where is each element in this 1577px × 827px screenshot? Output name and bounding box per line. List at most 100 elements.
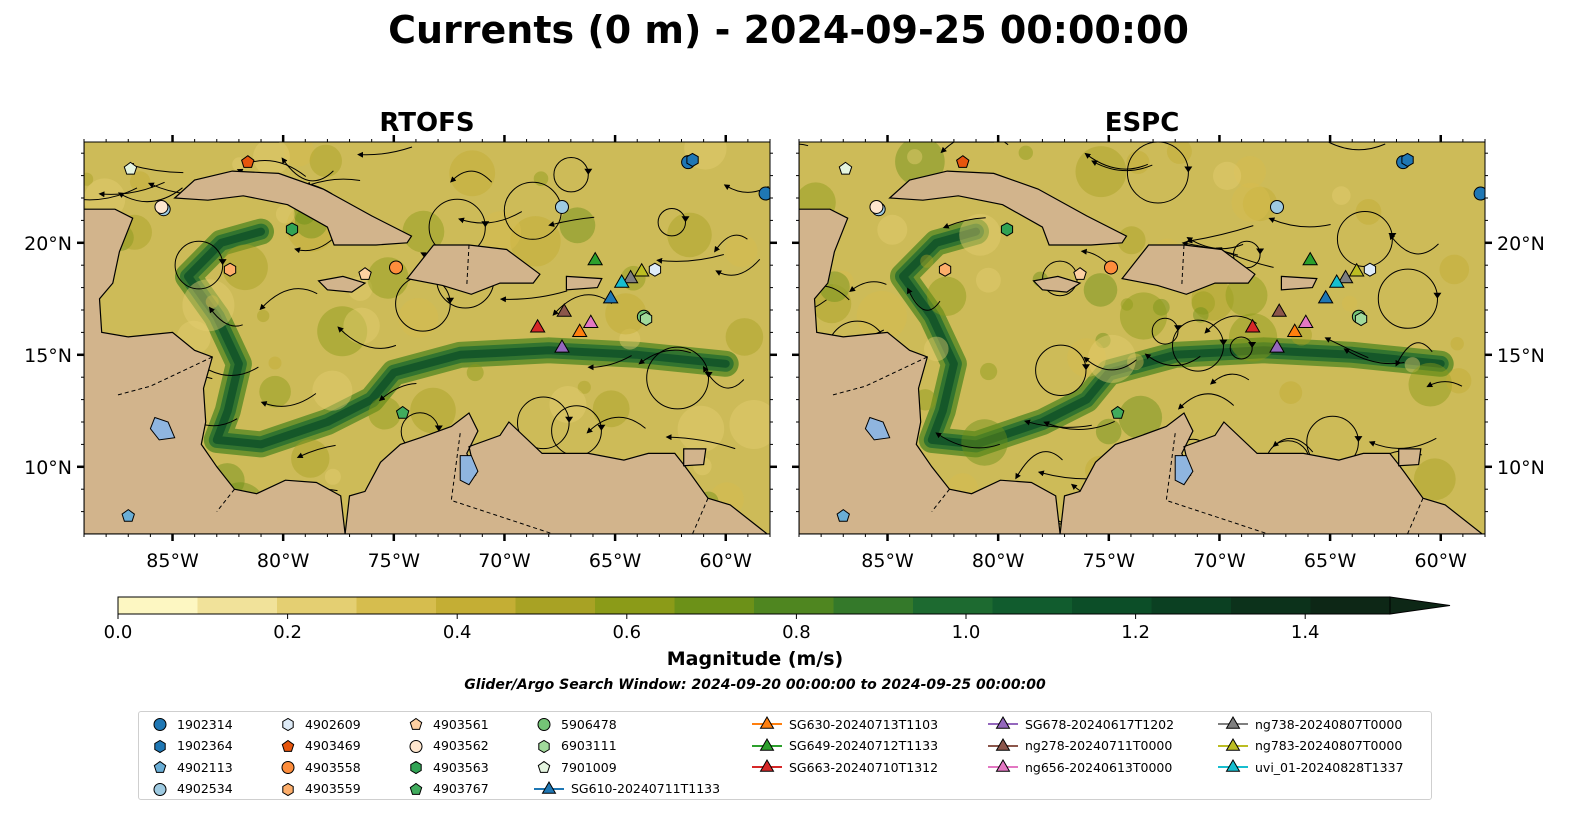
landmass xyxy=(799,142,1061,534)
streamline xyxy=(1144,353,1201,367)
legend-label: 7901009 xyxy=(561,759,617,775)
speed-patch xyxy=(284,142,315,167)
streamline xyxy=(586,416,646,434)
streamline xyxy=(940,142,1009,154)
streamline xyxy=(1015,451,1063,480)
map-panel-rtofs: 85°W 80°W 75°W 70°W 65°W 60°W 20°N 15°N 10°N xyxy=(24,135,777,572)
speed-patch xyxy=(1193,307,1209,323)
legend-circle-icon xyxy=(153,718,167,731)
eddy-arrow xyxy=(446,297,455,304)
marker-uvi_01-20240828T1337 xyxy=(1328,274,1345,288)
eddy-streamline xyxy=(1172,319,1224,372)
speed-patch xyxy=(961,419,1008,466)
marker-ng278-20240711T0000 xyxy=(1271,303,1288,317)
legend-pentagon-icon xyxy=(281,739,295,752)
lake xyxy=(149,416,176,441)
streamline xyxy=(1186,225,1254,244)
legend-item: SG610-20240711T1133 xyxy=(533,779,720,799)
colorbar-segment xyxy=(436,597,516,614)
map-figure: 85°W 80°W 75°W 70°W 65°W 60°W20°N15°N10°N85°W… xyxy=(24,135,1545,572)
speed-patch xyxy=(729,400,770,449)
streamline xyxy=(304,178,361,188)
speed-patch xyxy=(312,370,353,411)
legend-triangle-icon xyxy=(988,716,1018,729)
legend-item: 1902314 xyxy=(149,714,233,734)
streamline xyxy=(1426,381,1463,388)
landmass xyxy=(1398,448,1422,467)
marker-4903562 xyxy=(154,199,169,214)
legend-item: SG649-20240712T1133 xyxy=(751,736,938,756)
marker-4903767 xyxy=(395,405,410,419)
speed-patch xyxy=(577,380,591,394)
marker-SG678-20240617T1202 xyxy=(1269,339,1285,353)
colorbar-segment xyxy=(913,597,993,614)
legend-item: 5906478 xyxy=(533,714,617,734)
legend-label: SG663-20240710T1312 xyxy=(789,759,939,775)
colorbar-segment xyxy=(277,597,357,614)
lon-tick-label: 70°W xyxy=(1193,550,1246,572)
legend-marker xyxy=(153,760,167,773)
streamline xyxy=(1395,342,1433,367)
legend-pentagon-icon xyxy=(409,717,423,730)
speed-patch xyxy=(1095,418,1122,445)
country-border xyxy=(117,356,213,396)
colorbar-tick-label: 1.0 xyxy=(952,622,981,643)
speed-patch xyxy=(1152,298,1170,316)
speed-patch xyxy=(84,172,94,186)
legend-triangle-icon xyxy=(1218,737,1248,751)
legend-label: 6903111 xyxy=(561,738,617,753)
legend-item: 7901009 xyxy=(533,757,617,777)
speed-patch xyxy=(1242,186,1278,222)
speed-patch xyxy=(398,298,439,338)
legend-triangle-icon xyxy=(534,780,564,794)
colorbar-segment xyxy=(118,597,198,614)
legend-triangle-icon xyxy=(752,759,782,772)
speed-patch xyxy=(367,257,409,299)
landmass xyxy=(683,448,707,467)
legend-marker xyxy=(537,760,551,773)
landmass xyxy=(565,275,603,291)
speed-patch xyxy=(257,309,270,323)
eddy-arrow xyxy=(1388,233,1397,239)
legend-marker xyxy=(1225,759,1241,772)
lat-tick-label: 20°N xyxy=(1497,233,1545,255)
streamline xyxy=(935,432,1000,449)
figure-title: Currents (0 m) - 2024-09-25 00:00:00 xyxy=(388,8,1189,52)
marker-4902609 xyxy=(1363,262,1377,277)
marker-SG663-20240710T1312 xyxy=(1244,318,1261,333)
legend-item: 4902609 xyxy=(277,714,361,734)
speed-patch xyxy=(592,390,630,428)
speed-patch xyxy=(1075,146,1127,198)
eddy-arrow xyxy=(1354,436,1363,443)
current-band xyxy=(899,227,1445,449)
legend-marker xyxy=(759,716,775,729)
speed-patch xyxy=(343,307,380,344)
legend-circle-icon xyxy=(153,782,167,796)
landmass xyxy=(173,170,413,246)
marker-7901009 xyxy=(123,161,138,175)
lake xyxy=(459,455,479,486)
speed-patch xyxy=(1404,357,1421,373)
marker-4902113 xyxy=(836,508,850,522)
legend-pentagon-icon xyxy=(537,760,551,773)
landmass xyxy=(406,244,541,295)
map-frame xyxy=(83,141,771,535)
legend-marker xyxy=(154,739,166,753)
speed-patch xyxy=(1191,278,1234,321)
eddy-streamline xyxy=(1229,336,1253,360)
legend-label: 5906478 xyxy=(561,716,617,732)
lake xyxy=(1174,455,1194,486)
legend-label: 4903558 xyxy=(305,759,361,775)
legend-item: ng783-20240807T0000 xyxy=(1217,736,1402,756)
marker-4902609 xyxy=(648,262,662,277)
streamline xyxy=(208,306,243,327)
speed-patch xyxy=(1083,273,1118,307)
marker-SG649-20240712T1133 xyxy=(587,251,604,266)
speed-patch xyxy=(1450,337,1464,351)
speed-patch xyxy=(1229,313,1278,362)
speed-patch xyxy=(1439,254,1470,285)
marker-ng783-20240807T0000 xyxy=(1348,262,1365,277)
marker-7901009 xyxy=(838,161,853,175)
speed-patch xyxy=(980,362,998,381)
legend-marker xyxy=(1225,716,1241,729)
